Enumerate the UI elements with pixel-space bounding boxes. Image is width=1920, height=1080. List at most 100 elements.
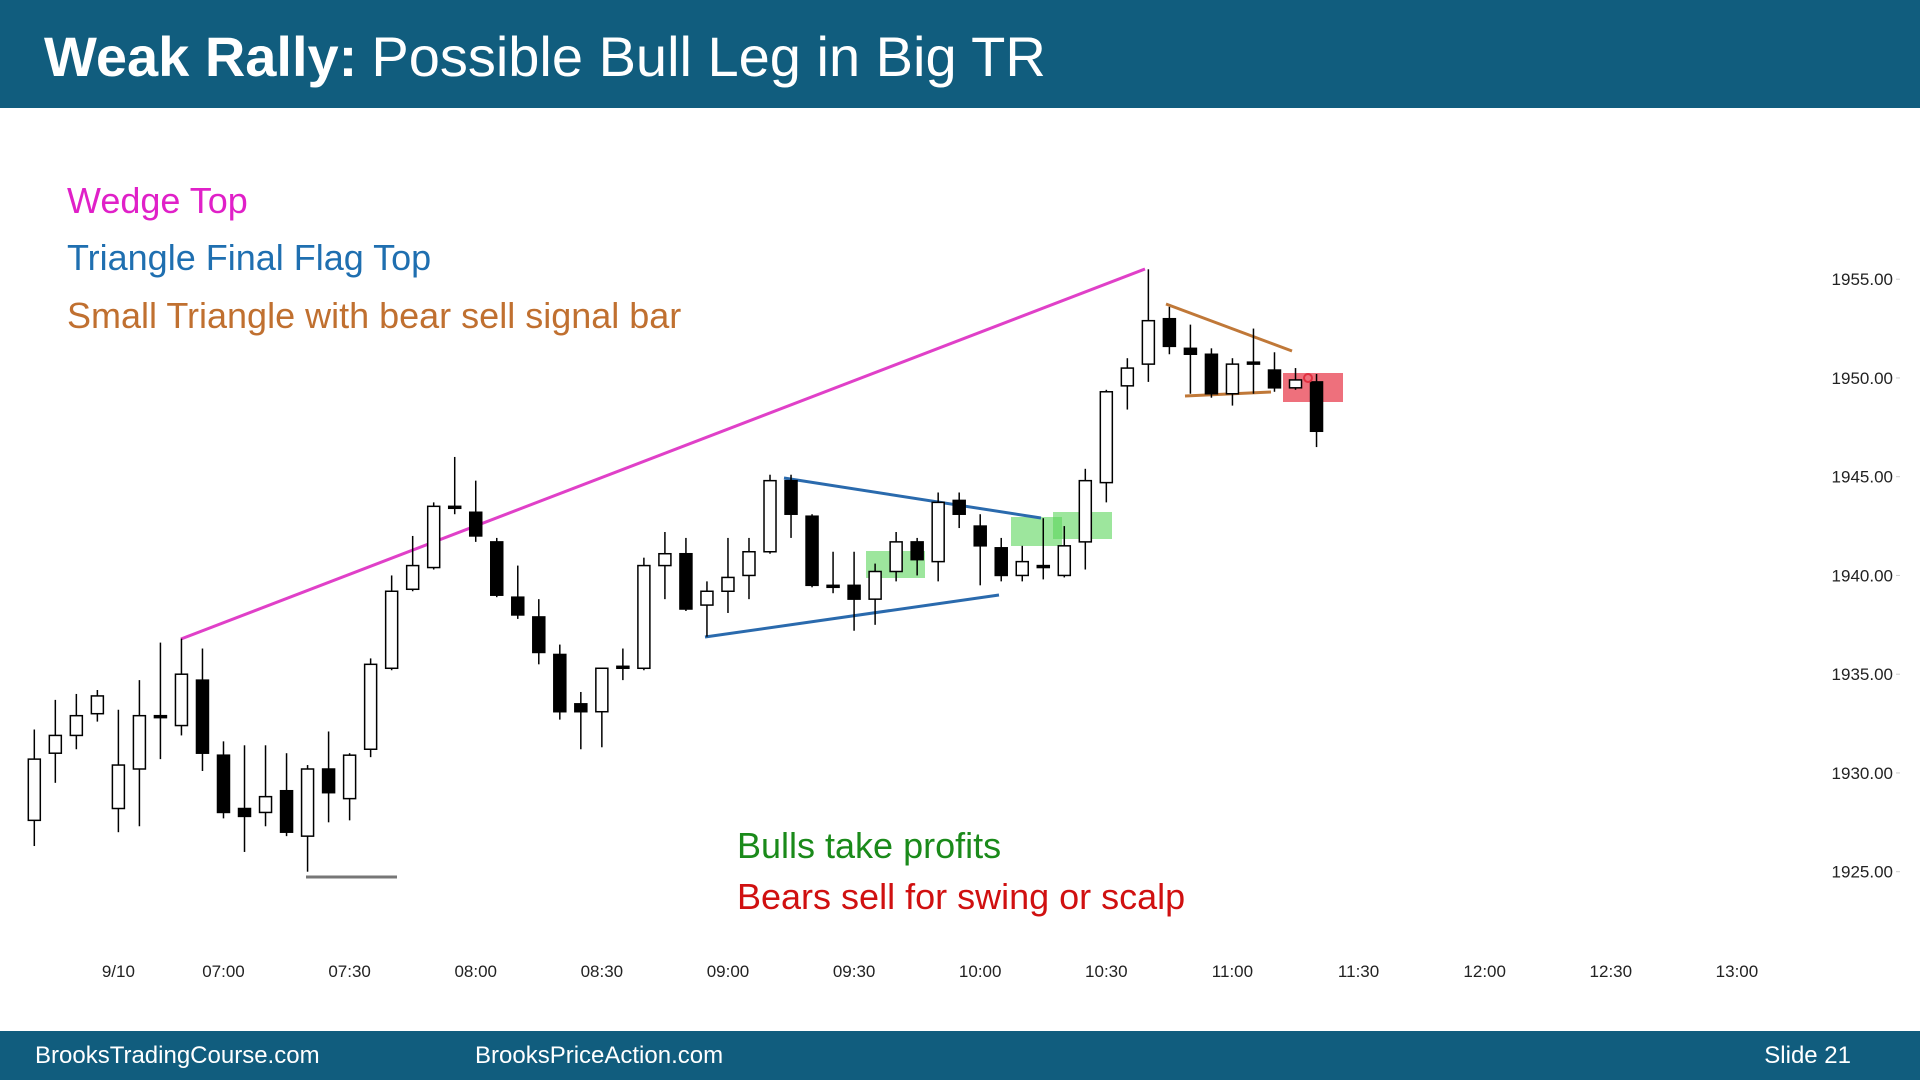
- candle-body: [1204, 353, 1219, 395]
- footer-left: BrooksTradingCourse.com: [35, 1042, 320, 1069]
- candle-body: [363, 663, 378, 751]
- slide-title: Weak Rally: Possible Bull Leg in Big TR: [44, 25, 1046, 88]
- title-bold: Weak Rally:: [44, 25, 357, 88]
- candle-body: [1015, 560, 1029, 577]
- candle-body: [931, 501, 945, 563]
- candle-body: [258, 795, 273, 814]
- candle-body: [321, 768, 336, 794]
- candle-body: [679, 552, 693, 610]
- candle-body: [973, 525, 987, 547]
- candle-body: [1036, 564, 1051, 569]
- candle-body: [826, 584, 840, 589]
- candle-body: [27, 758, 42, 822]
- y-tick-label: 1940.00: [1832, 566, 1893, 585]
- candle-body: [889, 541, 903, 573]
- candle-body: [805, 515, 819, 587]
- x-tick-label: 11:00: [1212, 962, 1253, 981]
- candle-body: [490, 541, 504, 596]
- x-tick-label: 07:00: [202, 962, 245, 981]
- y-tick-label: 1935.00: [1832, 665, 1893, 684]
- candle-body: [658, 552, 672, 567]
- candle-body: [637, 564, 651, 670]
- header-bar: [0, 0, 1920, 108]
- y-tick-label: 1950.00: [1832, 369, 1893, 388]
- candle-body: [300, 768, 315, 837]
- annotations: Wedge Top Triangle Final Flag Top Small …: [67, 180, 1185, 917]
- candle-body: [511, 596, 525, 616]
- candle-body: [1099, 391, 1114, 484]
- footer-right: Slide 21: [1764, 1042, 1851, 1069]
- x-tick-label: 10:00: [959, 962, 1002, 981]
- candle-body: [1078, 479, 1093, 543]
- y-tick-label: 1925.00: [1832, 863, 1893, 882]
- x-tick-label: 08:00: [454, 962, 497, 981]
- candle-body: [195, 679, 210, 754]
- x-tick-label: 13:00: [1716, 962, 1759, 981]
- candle-body: [174, 673, 189, 727]
- candle-body: [237, 807, 252, 818]
- candle-body: [48, 734, 63, 754]
- candle-body: [721, 576, 735, 592]
- candle-body: [1309, 381, 1324, 433]
- candle-body: [742, 551, 756, 577]
- annotation: Bulls take profits: [737, 825, 1001, 866]
- candle-body: [847, 584, 861, 600]
- candle-body: [700, 590, 714, 606]
- candle-body: [1183, 347, 1198, 356]
- candle-body: [384, 590, 399, 670]
- triangle-line: [704, 593, 1000, 639]
- x-tick-label: 12:30: [1590, 962, 1633, 981]
- x-tick-label: 12:00: [1463, 962, 1506, 981]
- candle-body: [1162, 317, 1177, 348]
- x-tick-label: 11:30: [1338, 962, 1379, 981]
- x-tick-label: 09:30: [833, 962, 876, 981]
- annotation: Wedge Top: [67, 180, 248, 221]
- annotation: Small Triangle with bear sell signal bar: [67, 295, 681, 336]
- candle-body: [532, 616, 546, 654]
- candle-body: [1225, 363, 1240, 395]
- candle-body: [784, 479, 798, 515]
- candle-body: [279, 789, 294, 833]
- candle-body: [447, 505, 462, 510]
- candle-body: [426, 505, 441, 569]
- candle-body: [994, 547, 1008, 577]
- candle-body: [342, 754, 357, 800]
- candle-body: [616, 665, 630, 670]
- footer-bar: [0, 1031, 1920, 1080]
- x-tick-label: 9/10: [102, 962, 135, 981]
- x-tick-label: 08:30: [581, 962, 624, 981]
- candle-body: [153, 714, 168, 719]
- y-tick-label: 1930.00: [1832, 764, 1893, 783]
- candle-body: [1246, 361, 1261, 365]
- x-tick-label: 07:30: [328, 962, 371, 981]
- candle-body: [405, 564, 420, 591]
- footer-middle: BrooksPriceAction.com: [475, 1042, 723, 1069]
- candle-body: [1267, 369, 1282, 389]
- candle-body: [468, 511, 483, 537]
- candle-body: [1120, 367, 1135, 387]
- marker: [1303, 373, 1313, 383]
- y-tick-label: 1955.00: [1832, 270, 1893, 289]
- triangle-line: [783, 476, 1042, 520]
- annotation: Bears sell for swing or scalp: [737, 876, 1185, 917]
- title-rest: Possible Bull Leg in Big TR: [371, 25, 1045, 88]
- candle-body: [132, 714, 147, 770]
- candle-body: [868, 570, 882, 600]
- annotation: Triangle Final Flag Top: [67, 237, 431, 278]
- candle-body: [763, 479, 777, 553]
- candle-body: [90, 695, 105, 715]
- x-tick-label: 09:00: [707, 962, 750, 981]
- candle-body: [1288, 379, 1303, 389]
- candle-body: [1057, 545, 1072, 577]
- x-tick-label: 10:30: [1085, 962, 1128, 981]
- wedge-line: [180, 267, 1146, 641]
- candle-body: [216, 754, 231, 814]
- plot: 1925.00 1930.00 1935.00 1940.00 1945.00 1950.…: [27, 269, 1900, 981]
- candle-body: [111, 764, 126, 810]
- candle-body: [595, 667, 609, 713]
- candle-body: [952, 499, 966, 515]
- small-triangle-line: [1165, 302, 1293, 353]
- candle-body: [553, 653, 567, 713]
- candle-body: [69, 714, 84, 737]
